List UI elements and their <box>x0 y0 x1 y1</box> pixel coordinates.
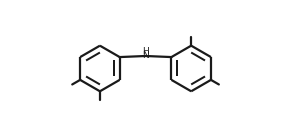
Text: H: H <box>142 47 149 56</box>
Text: N: N <box>142 51 149 60</box>
